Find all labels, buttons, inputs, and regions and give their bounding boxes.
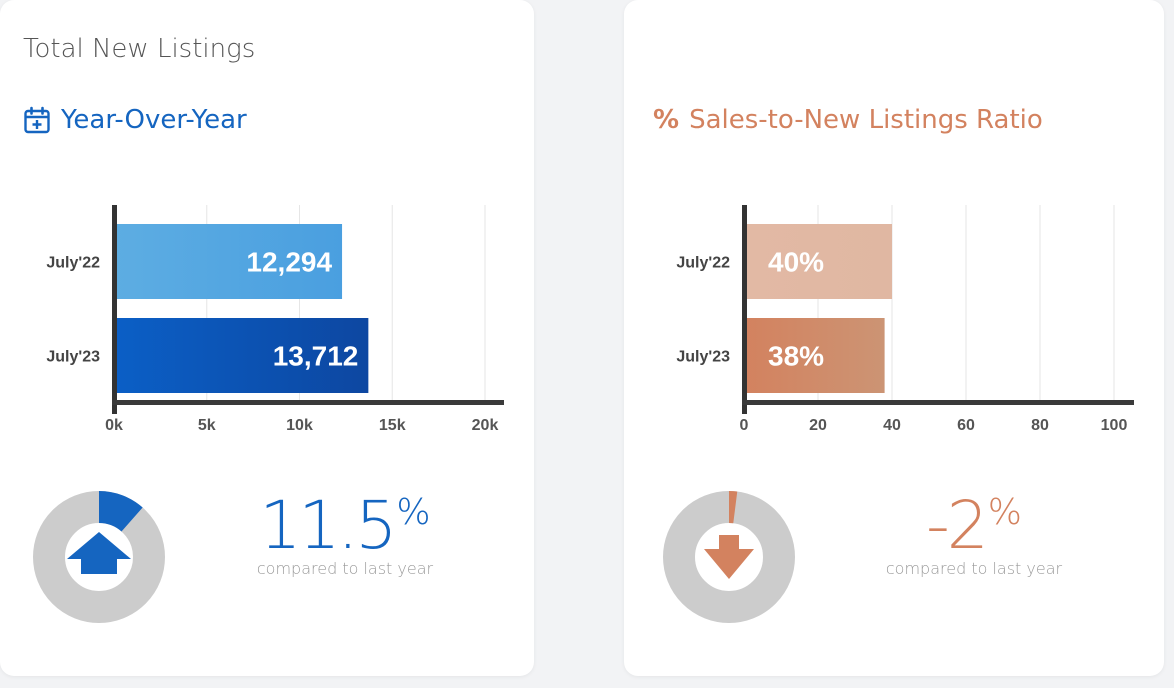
bar: [116, 224, 343, 299]
donut-fill: [98, 491, 143, 533]
calendar-plus-icon: [24, 106, 50, 134]
subtitle-text: Year-Over-Year: [61, 105, 247, 135]
arrow-up-icon: [67, 532, 131, 574]
x-tick-label: 60: [957, 417, 975, 434]
percent-icon: %: [653, 105, 680, 135]
bar: [746, 224, 892, 299]
x-tick-label: 20: [809, 417, 827, 434]
data-label: 12,294: [246, 247, 332, 278]
x-tick-label: 0: [740, 417, 749, 434]
card-title: Total New Listings: [23, 34, 256, 64]
x-tick-label: 0k: [105, 417, 123, 434]
sales-ratio-heading: % Sales-to-New Listings Ratio: [653, 105, 1043, 135]
data-label: 13,712: [273, 341, 359, 372]
arrow-down-icon: [704, 535, 754, 579]
total-new-listings-card: Total New Listings Year-Over-Year July'2…: [0, 0, 534, 676]
category-label: July'22: [676, 255, 730, 272]
bar: [116, 318, 369, 393]
bar: [746, 318, 885, 393]
x-tick-label: 10k: [286, 417, 313, 434]
x-tick-label: 15k: [379, 417, 406, 434]
sales-ratio-card: % Sales-to-New Listings Ratio July'22 40%…: [624, 0, 1164, 676]
year-over-year-heading: Year-Over-Year: [23, 105, 247, 135]
x-tick-label: 40: [883, 417, 901, 434]
change-donut: [663, 491, 795, 623]
change-value: -2: [925, 487, 989, 564]
x-tick-label: 5k: [198, 417, 216, 434]
x-axis-line: [112, 400, 504, 405]
x-tick-label: 100: [1101, 417, 1128, 434]
subtitle-text: Sales-to-New Listings Ratio: [689, 105, 1043, 135]
change-kpi: 11.5 % compared to last year: [240, 487, 450, 579]
x-tick-label: 80: [1031, 417, 1049, 434]
y-axis-line: [112, 205, 117, 414]
change-value: 11.5: [259, 487, 397, 564]
change-donut: [33, 491, 165, 623]
x-tick-label: 20k: [472, 417, 499, 434]
category-label: July'22: [46, 255, 100, 272]
change-caption: compared to last year: [256, 559, 434, 578]
change-caption: compared to last year: [885, 559, 1063, 578]
category-label: July'23: [676, 349, 730, 366]
data-label: 40%: [768, 247, 824, 278]
new-listings-bar-chart: July'22 12,294 July'23 13,712 0k 5k 10k 15k 20k: [46, 205, 504, 434]
category-label: July'23: [46, 349, 100, 366]
change-kpi: -2 % compared to last year: [874, 487, 1074, 579]
x-axis-line: [742, 400, 1134, 405]
data-label: 38%: [768, 341, 824, 372]
change-unit: %: [987, 492, 1023, 533]
change-unit: %: [396, 492, 431, 533]
sales-ratio-bar-chart: July'22 40% July'23 38% 0 20 40 60 80 100: [676, 205, 1134, 434]
y-axis-line: [742, 205, 747, 414]
